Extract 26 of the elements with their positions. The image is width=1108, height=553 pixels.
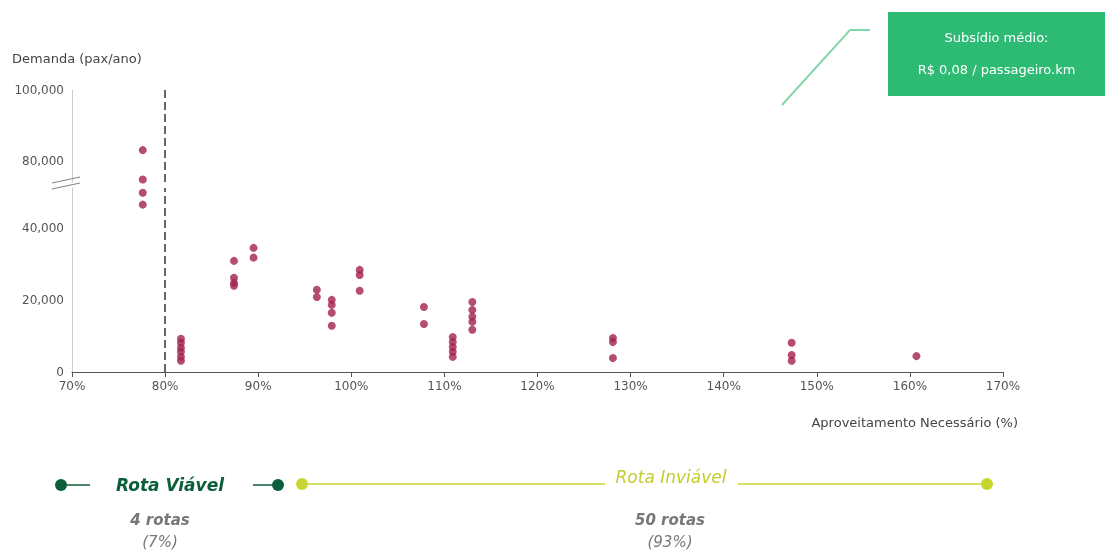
x-tick-label: 120% [520,379,555,393]
x-tick-label: 140% [706,379,741,393]
y-tick-label: 20,000 [22,292,64,307]
text: (7%) [141,533,179,551]
text: (93%) [646,533,694,551]
y-tick-label: 100,000 [14,83,64,97]
x-tick-label: 160% [892,379,928,393]
x-tick-label: 80% [151,379,179,393]
text: 50 rotas [634,511,706,529]
y-tick-label: 40,000 [22,220,64,235]
y-tick-label: 80,000 [22,153,64,168]
x-tick-label: 90% [244,379,272,393]
x-tick-label: 170% [985,379,1021,393]
x-tick-label: 110% [427,379,462,393]
x-tick-label: 100% [334,379,369,393]
y-axis-title: Demanda (pax/ano) [12,51,142,66]
text: R$ 0,08 / passageiro.km [916,62,1077,77]
text: Rota Inviável [614,466,728,488]
text: 4 rotas [129,511,191,529]
x-tick-label: 70% [58,379,86,393]
x-axis-title: Aproveitamento Necessário (%) [811,415,1018,430]
y-tick-label: 0 [56,365,64,379]
text: Subsídio médio: [943,30,1050,45]
x-tick-label: 150% [799,379,834,393]
text: Rota Viável [114,475,226,495]
x-tick-label: 130% [613,379,648,393]
